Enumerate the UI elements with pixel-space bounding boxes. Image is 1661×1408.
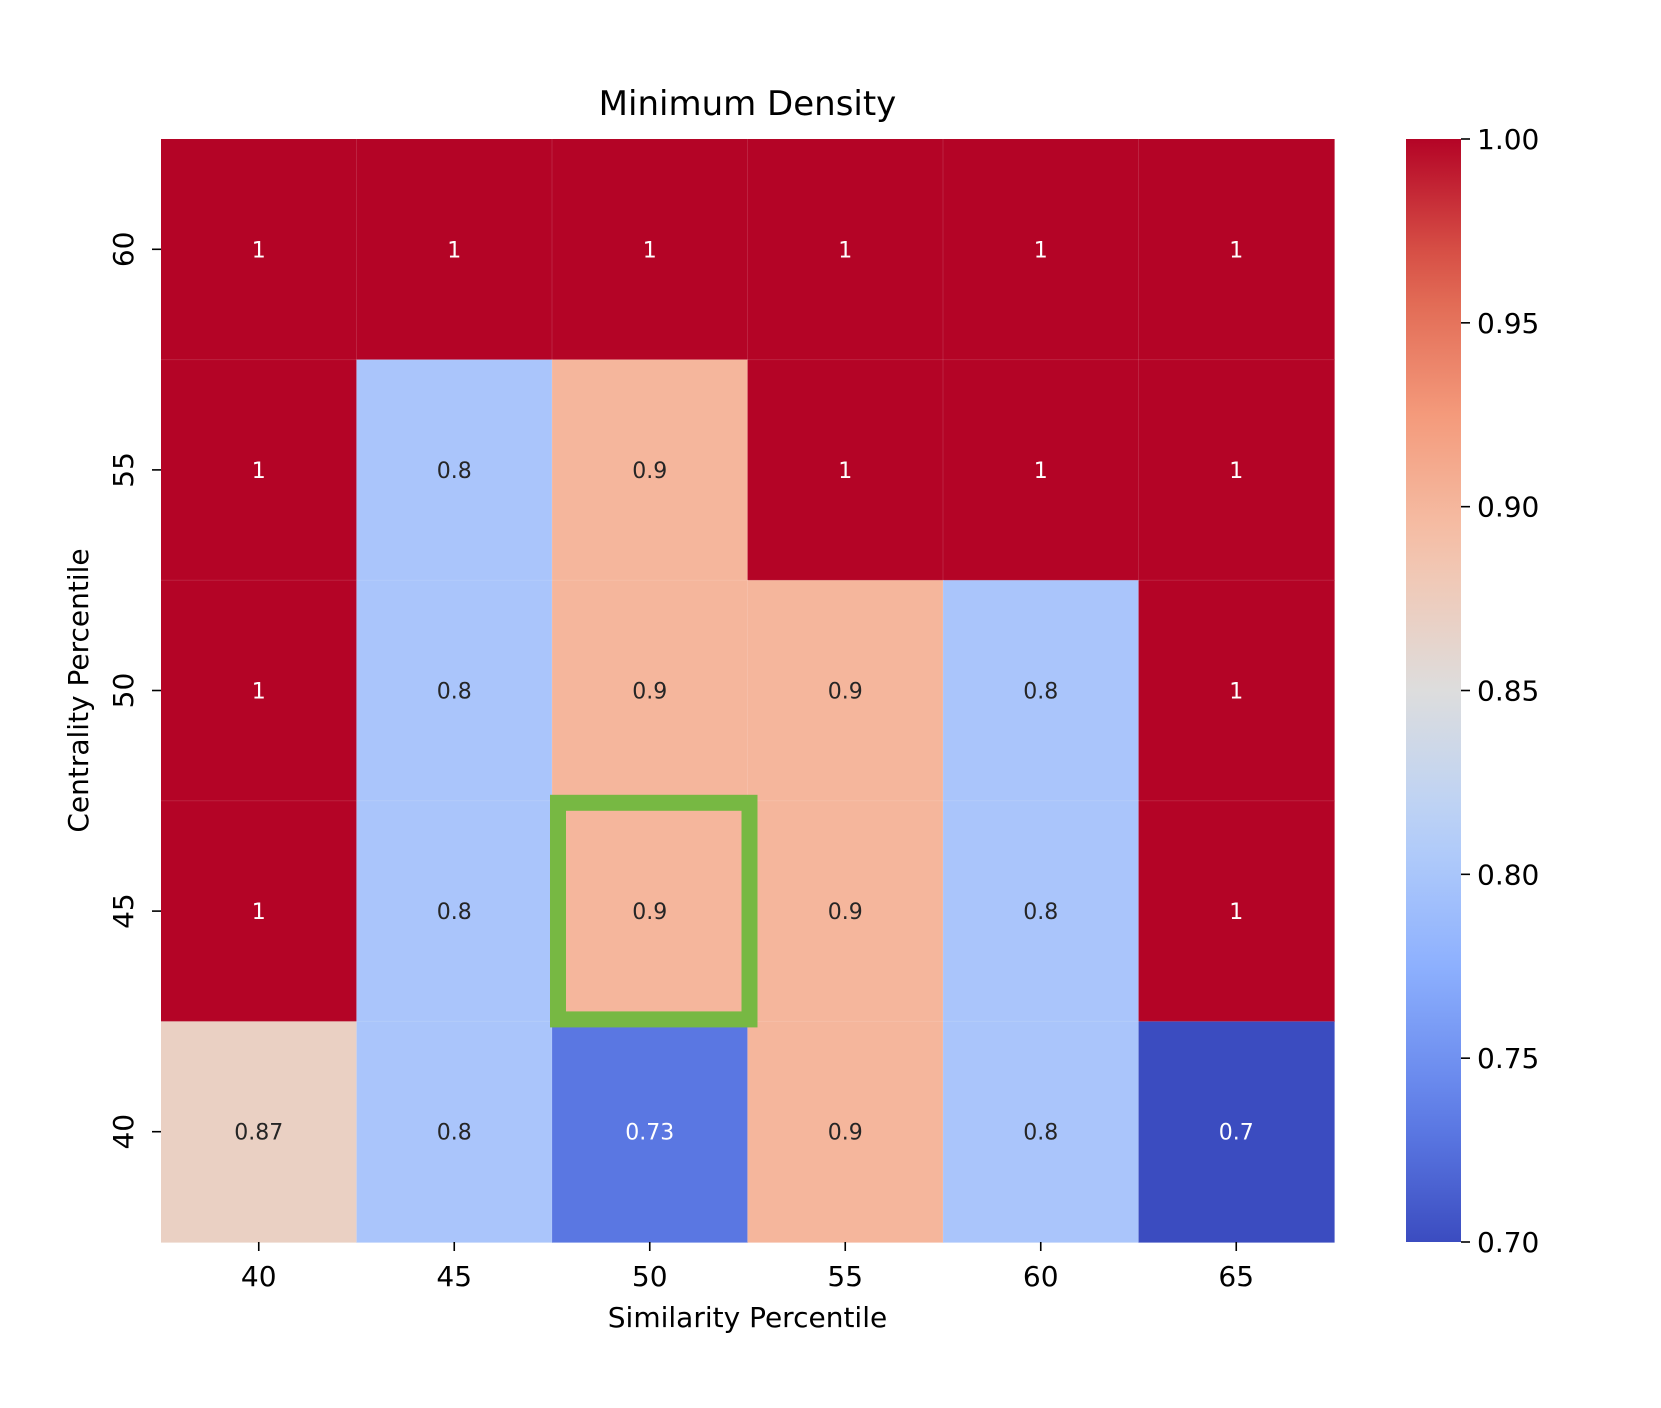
heatmap-cell: [161, 359, 358, 581]
heatmap-cell: [552, 1021, 749, 1243]
colorbar-tick-label: 1.00: [1477, 123, 1539, 156]
cell-value-label: 1: [643, 238, 657, 263]
cell-value-label: 0.8: [1023, 1121, 1058, 1146]
y-tick-label: 50: [107, 673, 140, 709]
colorbar-tick-label: 0.85: [1477, 675, 1539, 708]
cell-value-label: 0.87: [234, 1121, 283, 1146]
heatmap-cell: [356, 359, 553, 581]
cell-value-label: 1: [252, 238, 266, 263]
x-tick-label: 45: [436, 1260, 472, 1293]
cell-value-label: 0.9: [632, 680, 667, 705]
heatmap-cell: [1138, 800, 1335, 1022]
heatmap-cell: [356, 800, 553, 1022]
heatmap-cell: [1138, 580, 1335, 802]
cell-value-label: 0.9: [632, 900, 667, 925]
cell-value-label: 1: [1229, 680, 1243, 705]
cell-value-label: 0.8: [1023, 900, 1058, 925]
heatmap-cell: [1138, 139, 1335, 361]
cell-value-label: 0.73: [625, 1121, 674, 1146]
cell-value-label: 1: [838, 459, 852, 484]
colorbar-tick-label: 0.90: [1477, 491, 1539, 524]
heatmap-cell: [747, 359, 944, 581]
x-tick-label: 55: [827, 1260, 863, 1293]
heatmap-cell: [943, 359, 1140, 581]
x-axis-ticks: 40 45 50 55 60 65: [241, 1242, 1254, 1293]
cell-value-label: 1: [252, 680, 266, 705]
heatmap-cell: [747, 139, 944, 361]
cell-value-label: 1: [1229, 900, 1243, 925]
colorbar-tick-label: 0.80: [1477, 858, 1539, 891]
y-tick-label: 55: [107, 452, 140, 488]
y-tick-label: 60: [107, 231, 140, 267]
x-axis-label: Similarity Percentile: [608, 1301, 887, 1334]
x-tick-label: 50: [632, 1260, 668, 1293]
y-axis-ticks: 60 55 50 45 40: [107, 231, 161, 1150]
cell-value-label: 1: [252, 900, 266, 925]
highlight-box: [550, 794, 758, 1028]
heatmap-cell: [1138, 1021, 1335, 1243]
heatmap-cell: [1138, 359, 1335, 581]
chart-title: Minimum Density: [599, 84, 897, 124]
cell-value-label: 1: [1034, 238, 1048, 263]
heatmap-cell: [943, 580, 1140, 802]
cell-value-label: 1: [1034, 459, 1048, 484]
cell-value-label: 0.8: [437, 680, 472, 705]
y-tick-label: 45: [107, 893, 140, 929]
heatmap-cell: [747, 580, 944, 802]
heatmap-cell-labels: 1 1 1 1 1 1 1 0.8 0.9 1 1 1 1 0.8 0.9 0.9 0.8 1 1 0.8 0.9 0.9…: [234, 238, 1253, 1145]
colorbar-tick-label: 0.70: [1477, 1226, 1539, 1259]
cell-value-label: 1: [252, 459, 266, 484]
heatmap-cell: [943, 139, 1140, 361]
x-tick-label: 60: [1023, 1260, 1059, 1293]
cell-value-label: 1: [1229, 459, 1243, 484]
cell-value-label: 0.9: [828, 680, 863, 705]
heatmap-cell: [943, 1021, 1140, 1243]
heatmap-cell: [161, 1021, 358, 1243]
cell-value-label: 0.8: [437, 459, 472, 484]
cell-value-label: 0.9: [632, 459, 667, 484]
colorbar: 0.70 0.75 0.80 0.85 0.90 0.95 1.00: [1406, 123, 1539, 1259]
cell-value-label: 0.8: [437, 1121, 472, 1146]
heatmap-cell: [747, 1021, 944, 1243]
x-tick-label: 40: [241, 1260, 277, 1293]
cell-value-label: 1: [838, 238, 852, 263]
heatmap-cell: [552, 800, 749, 1022]
colorbar-tick-label: 0.75: [1477, 1042, 1539, 1075]
highlight-layer: [550, 794, 758, 1028]
heatmap-cell: [552, 359, 749, 581]
cell-value-label: 1: [447, 238, 461, 263]
cell-value-label: 0.9: [828, 900, 863, 925]
heatmap-cell: [552, 139, 749, 361]
cell-value-label: 0.7: [1219, 1121, 1254, 1146]
heatmap-cell: [161, 580, 358, 802]
heatmap-cell: [747, 800, 944, 1022]
colorbar-gradient: [1406, 139, 1461, 1242]
y-tick-label: 40: [107, 1114, 140, 1150]
heatmap-cell: [161, 139, 358, 361]
heatmap-cell: [356, 139, 553, 361]
heatmap-cell: [356, 580, 553, 802]
cell-value-label: 0.8: [437, 900, 472, 925]
heatmap-cells: [161, 139, 1335, 1243]
y-axis-label: Centrality Percentile: [62, 548, 95, 832]
heatmap-cell: [356, 1021, 553, 1243]
cell-value-label: 1: [1229, 238, 1243, 263]
x-tick-label: 65: [1218, 1260, 1254, 1293]
heatmap-cell: [552, 580, 749, 802]
cell-value-label: 0.9: [828, 1121, 863, 1146]
colorbar-tick-label: 0.95: [1477, 307, 1539, 340]
heatmap-cell: [943, 800, 1140, 1022]
cell-value-label: 0.8: [1023, 680, 1058, 705]
heatmap-cell: [161, 800, 358, 1022]
